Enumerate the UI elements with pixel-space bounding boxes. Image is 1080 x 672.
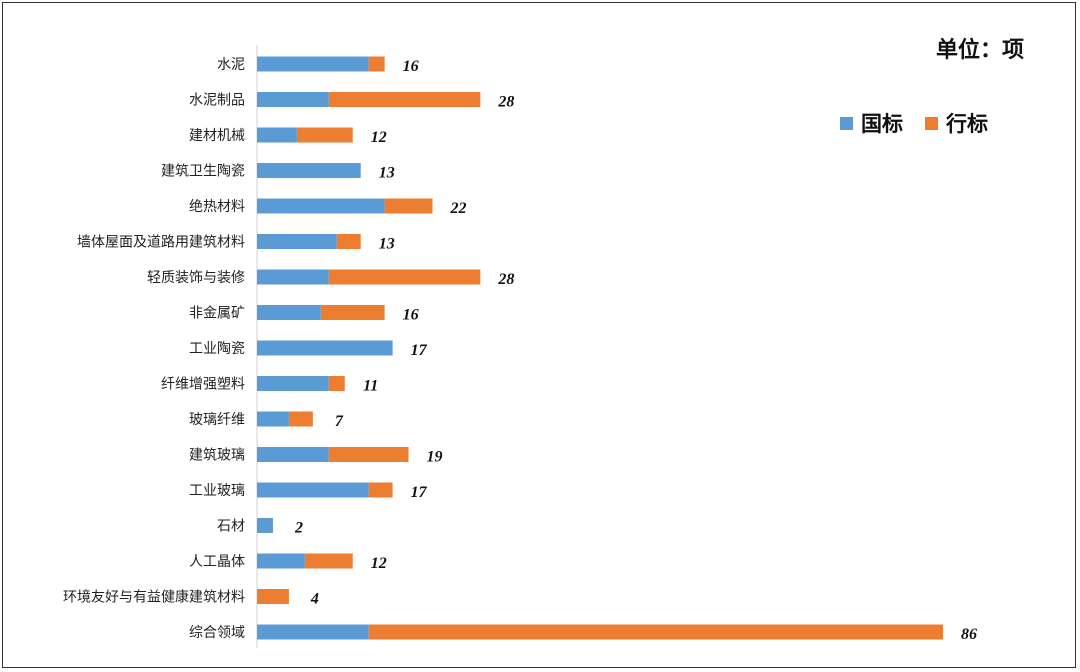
bar-segment-industry xyxy=(368,624,943,640)
bar-segment-national xyxy=(257,482,369,498)
total-label: 28 xyxy=(497,94,514,111)
bar-segment-industry xyxy=(328,447,409,462)
bar-segment-industry xyxy=(336,234,361,249)
bar-segment-industry xyxy=(304,553,353,569)
total-label: 13 xyxy=(379,236,395,253)
category-label: 环境友好与有益健康建筑材料 xyxy=(63,589,245,606)
category-label: 工业陶瓷 xyxy=(189,341,245,357)
category-label: 水泥制品 xyxy=(189,93,245,109)
category-label: 纤维增强塑料 xyxy=(161,377,245,393)
bar-segment-national xyxy=(257,305,321,320)
bar-segment-industry xyxy=(328,376,345,391)
total-label: 4 xyxy=(310,591,319,608)
category-label: 人工晶体 xyxy=(189,554,245,570)
unit-label: 单位：项 xyxy=(936,38,1025,63)
legend-label: 国标 xyxy=(861,112,903,136)
total-label: 28 xyxy=(497,271,514,288)
category-label: 工业玻璃 xyxy=(189,482,245,499)
category-label: 轻质装饰与装修 xyxy=(147,270,245,286)
bar-segment-national xyxy=(257,518,273,533)
total-label: 13 xyxy=(379,165,395,182)
bar-segment-national xyxy=(257,163,361,178)
total-label: 16 xyxy=(403,307,419,324)
bar-segment-industry xyxy=(384,198,433,214)
bar-segment-national xyxy=(257,340,393,356)
category-label: 非金属矿 xyxy=(189,306,245,322)
bar-segment-industry xyxy=(328,269,481,285)
total-label: 16 xyxy=(403,58,419,75)
category-label: 综合领域 xyxy=(189,625,245,641)
bar-segment-national xyxy=(257,92,329,107)
bar-segment-industry xyxy=(288,411,313,427)
bar-segment-industry xyxy=(328,92,481,107)
total-label: 19 xyxy=(427,449,443,466)
category-label: 建筑玻璃 xyxy=(189,447,245,464)
total-label: 17 xyxy=(411,484,428,501)
bar-segment-national xyxy=(257,447,329,462)
bar-segment-national xyxy=(257,624,369,640)
bar-segment-national xyxy=(257,127,297,143)
category-label: 建材机械 xyxy=(189,128,245,144)
bar-segment-industry xyxy=(320,305,385,320)
total-label: 12 xyxy=(371,555,387,572)
category-label: 玻璃纤维 xyxy=(189,411,245,428)
legend-swatch xyxy=(925,116,938,130)
legend-swatch xyxy=(840,116,853,130)
bar-segment-industry xyxy=(368,56,385,72)
legend-label: 行标 xyxy=(946,112,988,136)
bar-segment-national xyxy=(257,411,289,427)
bar-segment-national xyxy=(257,234,337,249)
total-label: 22 xyxy=(449,200,466,217)
total-label: 12 xyxy=(371,129,387,146)
bar-segment-national xyxy=(257,198,385,214)
total-label: 2 xyxy=(294,520,303,537)
bar-segment-industry xyxy=(257,589,289,604)
legend-item-industry: 行标 xyxy=(925,108,988,138)
legend-item-national: 国标 xyxy=(840,108,903,138)
category-label: 石材 xyxy=(217,519,245,535)
bar-segment-national xyxy=(257,56,369,72)
category-label: 绝热材料 xyxy=(189,199,245,215)
bar-segment-industry xyxy=(368,482,393,498)
bar-segment-national xyxy=(257,269,329,285)
category-label: 墙体屋面及道路用建筑材料 xyxy=(77,235,245,251)
category-label: 建筑卫生陶瓷 xyxy=(161,164,245,180)
bar-segment-national xyxy=(257,376,329,391)
total-label: 11 xyxy=(363,378,378,395)
total-label: 17 xyxy=(411,342,428,359)
total-label: 86 xyxy=(961,626,977,643)
total-label: 7 xyxy=(335,413,344,430)
bar-segment-national xyxy=(257,553,305,569)
category-label: 水泥 xyxy=(217,57,245,73)
bar-segment-industry xyxy=(296,127,353,143)
